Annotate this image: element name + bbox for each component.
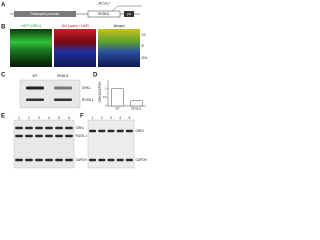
band [35,134,43,138]
x-tick-label: RK561L [131,107,142,111]
band [45,134,53,138]
band [98,158,106,162]
band [15,126,23,130]
band [45,158,53,162]
image-title: Merged [114,24,125,28]
lane-label: 2 [101,116,103,120]
lane-label: 5 [129,116,131,120]
panel-label: C [1,73,6,79]
lane-label: WT [33,74,38,78]
panel-label: D [93,73,98,79]
band-label: RGS9-1 [76,134,88,138]
panel-label: F [80,114,84,120]
micrograph [10,29,52,67]
band [45,126,53,130]
band [35,158,43,162]
y-tick-label: 0 [105,104,107,108]
band [89,129,97,133]
band [25,134,33,138]
band [65,126,73,130]
band [116,158,124,162]
band [89,158,97,162]
lane-label: 3 [110,116,112,120]
band [65,158,73,162]
band-label: GRK1 [82,86,91,90]
lane-label: 5 [58,116,60,120]
micrograph [98,29,140,67]
band [116,129,124,133]
blot [19,79,81,109]
band [26,98,44,101]
pa-box [124,11,134,17]
band [26,86,44,90]
blot [13,119,75,169]
image-title: 1D4 (opsin) + DAPI [61,24,89,28]
lane-label: 6 [68,116,70,120]
element: Rhodopsin promoter [31,12,61,16]
sequence: ...MCVLL* [96,1,111,5]
band [107,129,115,133]
promoter-box [14,11,76,17]
element: RK561L [98,12,110,16]
gene-box [87,10,121,18]
band [35,126,43,130]
panel-label: E [1,114,5,120]
band [125,158,133,162]
panel-label: B [1,25,6,31]
band [98,129,106,133]
band [54,98,72,101]
band [15,158,23,162]
callout [111,5,142,12]
band-label: RGS9-1 [82,98,94,102]
band [55,158,63,162]
micrograph [54,29,96,67]
bands: 1 2 3 4 5 GRK1 GAPDH [89,116,148,162]
lane-label: 2 [28,116,30,120]
panel-label: A [1,3,6,9]
band-label: GAPDH [136,158,148,162]
band [125,129,133,133]
figure: A ...MCVLL* Rhodopsin promoter RK561L pA… [1,1,148,169]
bar [111,88,124,107]
band [65,134,73,138]
x-tick-label: WT [115,107,120,111]
band [15,134,23,138]
layer-label: OS [141,33,146,37]
lane-label: 1 [92,116,94,120]
band [55,134,63,138]
lane-label: 1 [18,116,20,120]
lane-label: 4 [48,116,50,120]
y-tick-label: 0.5 [103,95,107,99]
band-label: GAPDH [76,158,88,162]
band [25,126,33,130]
layer-label: ONL [141,56,148,60]
lane-label: 4 [119,116,121,120]
bands [26,86,72,101]
lane-label: 3 [38,116,40,120]
image-title: eGFP (GRK1) [21,24,41,28]
band-label: GRK1 [76,126,85,130]
bar-chart: 0 0.5 1 WT RK561L [103,80,146,111]
bands: 1 2 3 4 5 6 GRK1 RGS9-1 GAPDH [15,116,88,162]
band [107,158,115,162]
layer-label: IS [141,44,144,48]
band-label: GRK1 [136,129,145,133]
y-axis-label: GRK1/GAPDH [98,81,102,103]
bar [130,100,143,107]
band [55,126,63,130]
band [54,86,72,90]
lane-label: RK561L [57,74,69,78]
y-tick-label: 1 [105,86,107,90]
element: pA [127,12,132,16]
band [25,158,33,162]
